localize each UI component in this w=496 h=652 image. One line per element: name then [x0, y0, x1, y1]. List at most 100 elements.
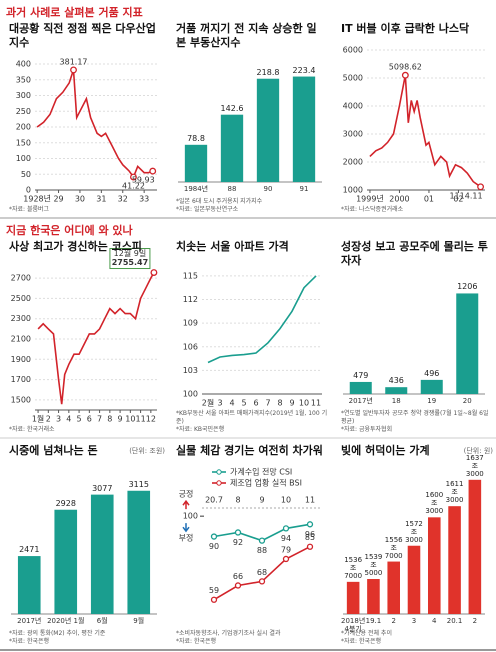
x-tick-label: 2017년	[17, 617, 42, 625]
x-tick-label: 10	[281, 496, 291, 505]
x-tick-label: 1999년	[356, 194, 384, 204]
bar	[127, 490, 151, 614]
source-note: *자료: 나스닥증권거래소	[341, 206, 404, 213]
x-tick-label: 31	[96, 195, 106, 204]
legend-label: 제조업 업황 실적 BSI	[230, 478, 302, 488]
y-tick-label: 2500	[11, 294, 31, 303]
x-tick-label: 8	[107, 415, 112, 424]
y-tick-label: 50	[21, 170, 31, 179]
x-tick-label: 4	[432, 617, 437, 625]
bar	[220, 114, 244, 182]
arrow-up	[182, 499, 190, 510]
y-tick-label: 112	[183, 295, 198, 304]
x-tick-label: 2	[472, 617, 478, 625]
y-tick-label: 200	[16, 123, 31, 132]
x-tick-label: 19	[427, 397, 437, 405]
source-block: *소비자동향조사, 기업경기조사 실시 결과 *자료: 한국은행	[176, 630, 328, 646]
data-label: 1611조 3000	[445, 480, 464, 505]
x-tick-label: 2	[391, 617, 396, 625]
annotation-label: 41.22	[122, 182, 145, 191]
legend-label: 가계수입 전망 CSI	[230, 467, 292, 477]
y-tick-label: 106	[183, 342, 198, 351]
x-tick-label: 1928년	[23, 194, 51, 204]
data-point	[282, 555, 290, 563]
x-tick-label: 11	[311, 399, 321, 408]
data-label: 92	[233, 538, 243, 547]
x-tick-label: 32	[118, 195, 128, 204]
source-block: *연도별 일반투자자 공모주 청약 경쟁률(7월 1일~8월 6일 평균) *자료…	[341, 410, 491, 434]
annotation-point	[130, 173, 137, 181]
x-tick-label: 4	[66, 415, 71, 424]
y-tick-label: 2100	[11, 335, 31, 344]
legend-swatch	[216, 480, 222, 486]
x-tick-label: 90	[263, 185, 273, 193]
data-point	[282, 525, 290, 532]
annotation-box	[109, 248, 151, 270]
source-block: *자료: 광의 통화(M2) 추이, 평잔 기준 *자료: 한국은행	[9, 630, 163, 646]
data-point	[258, 537, 266, 544]
source-block: *일본 6대 도시 주거용지 지가지수 *자료: 일본부동산연구소	[176, 198, 328, 214]
data-label: 142.6	[220, 103, 244, 113]
data-label: 2928	[55, 498, 76, 508]
data-line	[207, 275, 317, 364]
chart-title: 사상 최고가 경신하는 코스피	[9, 240, 142, 253]
source-note: *KB부동산 서울 아파트 매매가격지수(2019년 1월, 100 기준)	[176, 410, 328, 425]
chart-title: 빚에 허덕이는 가계	[341, 444, 430, 457]
x-tick-label: 5	[241, 399, 246, 408]
bar	[387, 561, 401, 614]
source-note: *자료: 광의 통화(M2) 추이, 평잔 기준	[9, 630, 106, 637]
bar	[349, 381, 372, 394]
x-tick-label: 20	[462, 397, 472, 405]
chart-title: 대공황 직전 정점 찍은 다우산업지수	[9, 22, 156, 49]
data-label: 79	[281, 545, 291, 554]
y-tick-label: 350	[16, 75, 31, 84]
x-tick-label: 88	[227, 185, 237, 193]
annotation-label: 2755.47	[112, 258, 148, 267]
x-tick-label: 20.7	[205, 496, 223, 505]
x-tick-label: 1월	[32, 414, 44, 424]
chart-title: 거품 꺼지기 전 지속 상승한 일본 부동산지수	[176, 22, 317, 49]
y-tick-label: 2000	[343, 158, 363, 167]
data-label: 1572조 3000	[405, 519, 423, 544]
source-note: *자료: 블룸버그	[9, 206, 50, 213]
source-note: *자료: 한국은행	[341, 638, 382, 645]
x-tick-label: 2020년 1월	[47, 617, 85, 625]
data-label: 66	[233, 572, 243, 581]
bar	[184, 144, 208, 182]
bar	[346, 581, 360, 614]
y-tick-label: 100	[183, 390, 198, 399]
x-tick-label: 2월	[202, 398, 214, 408]
data-point	[306, 521, 314, 528]
data-label: 1556조 7000	[384, 535, 403, 560]
legend-swatch	[216, 469, 222, 475]
axis-label: 부정	[179, 533, 194, 543]
x-tick-label: 2017년	[348, 397, 373, 405]
y-tick-label: 250	[16, 107, 31, 116]
x-tick-label: 33	[139, 195, 149, 204]
y-tick-label: 400	[16, 60, 31, 69]
unit-label: (단위: 원)	[463, 447, 493, 455]
data-label: 1206	[457, 282, 478, 292]
bar	[90, 494, 114, 614]
y-tick-label: 115	[183, 271, 198, 280]
y-tick-label: 6000	[343, 46, 363, 55]
data-label: 3115	[128, 479, 149, 489]
y-tick-label: 3000	[343, 130, 363, 139]
x-tick-label: 19.1	[365, 617, 382, 625]
annotation-label: 5098.62	[389, 63, 422, 72]
annotation-label: 381.17	[60, 57, 88, 66]
data-label: 496	[424, 368, 440, 378]
data-point	[210, 533, 218, 540]
bar	[448, 506, 461, 614]
bar	[292, 76, 316, 182]
annotation-label: 1114.11	[449, 191, 482, 200]
data-point	[258, 578, 266, 585]
x-tick-label: 4	[229, 399, 234, 408]
x-tick-label: 2018년 4분기	[341, 617, 366, 633]
bar	[256, 78, 280, 182]
bar	[17, 556, 41, 614]
x-tick-label: 8	[235, 496, 240, 505]
bar	[468, 479, 482, 614]
y-tick-label: 1700	[11, 375, 31, 384]
bar	[407, 545, 421, 614]
